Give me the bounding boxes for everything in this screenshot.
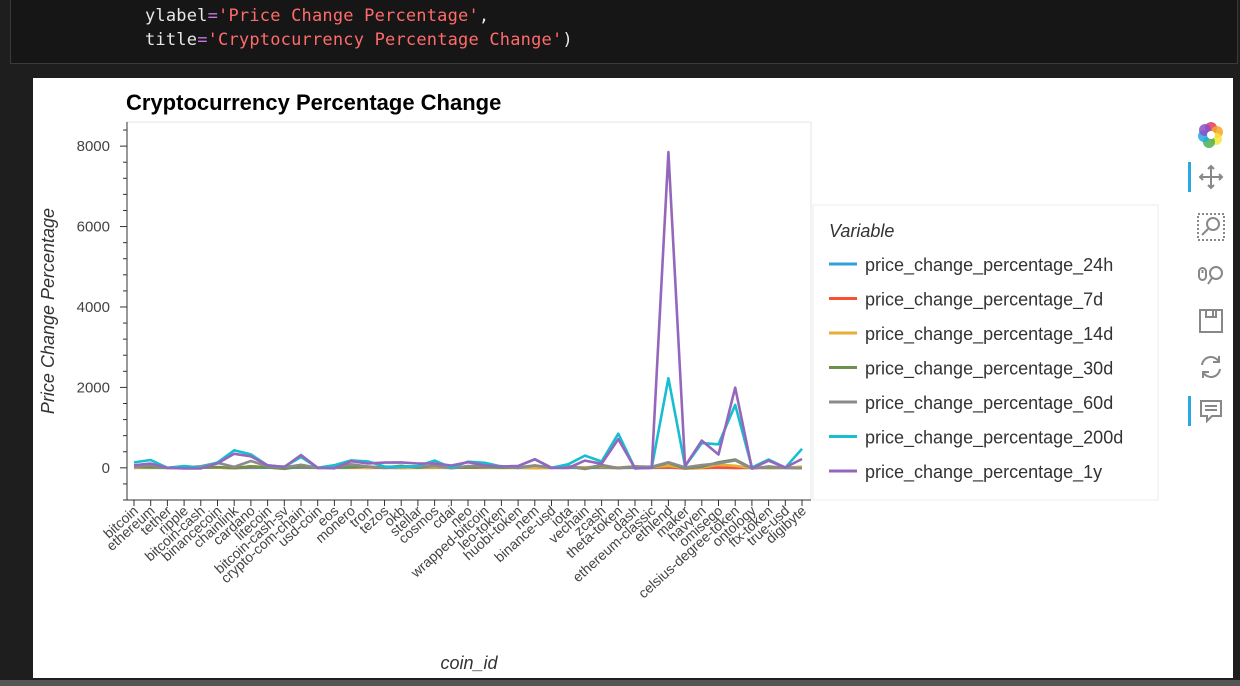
x-axis: bitcoinethereumtetherripplebitcoin-cashb… xyxy=(100,499,811,601)
box-zoom-icon[interactable] xyxy=(1186,210,1236,244)
y-tick-label: 0 xyxy=(102,460,110,477)
legend-item[interactable]: price_change_percentage_24h xyxy=(829,255,1113,276)
legend-item[interactable]: price_change_percentage_7d xyxy=(829,290,1103,311)
hover-icon[interactable] xyxy=(1186,394,1236,428)
series-line-price_change_percentage_1y[interactable] xyxy=(133,150,803,470)
y-axis-label: Price Change Percentage xyxy=(38,208,58,414)
y-tick-label: 6000 xyxy=(77,219,110,236)
legend-label: price_change_percentage_30d xyxy=(865,359,1113,380)
code-line-title: title='Cryptocurrency Percentage Change'… xyxy=(145,30,573,50)
save-icon[interactable] xyxy=(1186,304,1236,338)
wheel-zoom-icon[interactable] xyxy=(1186,258,1236,292)
series-line-price_change_percentage_60d[interactable] xyxy=(133,459,803,470)
legend-label: price_change_percentage_1y xyxy=(865,462,1102,483)
y-tick-label: 8000 xyxy=(77,138,110,155)
code-line-ylabel: ylabel='Price Change Percentage', xyxy=(145,6,490,26)
legend-label: price_change_percentage_14d xyxy=(865,324,1113,345)
legend-item[interactable]: price_change_percentage_14d xyxy=(829,324,1113,345)
bokeh-logo-icon[interactable] xyxy=(1186,118,1236,152)
series-lines xyxy=(133,150,803,471)
code-cell[interactable]: ylabel='Price Change Percentage', title=… xyxy=(10,0,1238,64)
pan-icon[interactable] xyxy=(1186,160,1236,194)
legend-item[interactable]: price_change_percentage_30d xyxy=(829,359,1113,380)
legend-label: price_change_percentage_24h xyxy=(865,255,1113,276)
y-axis: 0 2000 4000 6000 8000 xyxy=(77,122,128,501)
reset-icon[interactable] xyxy=(1186,350,1236,384)
legend[interactable]: Variable price_change_percentage_24hpric… xyxy=(812,204,1159,501)
legend-title: Variable xyxy=(829,221,894,241)
legend-label: price_change_percentage_200d xyxy=(865,428,1123,449)
status-bar xyxy=(0,680,1240,686)
plot-toolbar xyxy=(1186,118,1236,448)
legend-item[interactable]: price_change_percentage_1y xyxy=(829,462,1102,483)
y-tick-label: 4000 xyxy=(77,299,110,316)
chart-title: Cryptocurrency Percentage Change xyxy=(126,90,501,115)
x-axis-label: coin_id xyxy=(440,653,498,673)
legend-label: price_change_percentage_60d xyxy=(865,393,1113,414)
legend-label: price_change_percentage_7d xyxy=(865,290,1103,311)
legend-box xyxy=(812,204,1159,501)
legend-item[interactable]: price_change_percentage_200d xyxy=(829,428,1123,449)
legend-item[interactable]: price_change_percentage_60d xyxy=(829,393,1113,414)
y-tick-label: 2000 xyxy=(77,379,110,396)
